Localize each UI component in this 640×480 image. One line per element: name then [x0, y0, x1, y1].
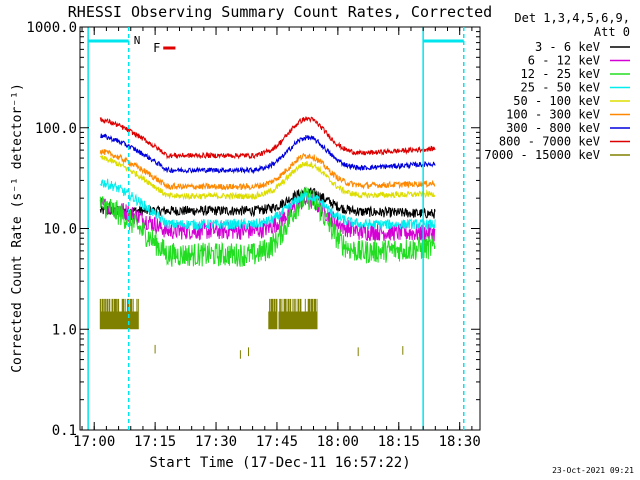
series-line [99, 154, 436, 201]
x-tick-label: 17:00 [73, 434, 115, 450]
x-tick-label: 17:45 [256, 434, 298, 450]
legend-label: 6 - 12 keV [528, 54, 600, 68]
legend-label: 3 - 6 keV [535, 40, 600, 54]
flare-flag-label: F [153, 41, 160, 55]
footer-timestamp: 23-Oct-2021 09:21 [552, 466, 634, 475]
legend-label: 100 - 300 keV [506, 108, 600, 122]
series-line [100, 133, 436, 175]
legend-label: 300 - 800 keV [506, 121, 600, 135]
x-tick-label: 17:15 [134, 434, 176, 450]
series-line [99, 116, 436, 160]
y-tick-label: 1000.0 [26, 20, 77, 36]
y-tick-label: 10.0 [43, 222, 77, 238]
x-tick-label: 18:00 [317, 434, 359, 450]
series-line [100, 178, 436, 232]
y-tick-label: 0.1 [52, 423, 77, 439]
y-tick-label: 100.0 [35, 121, 77, 137]
x-axis-label: Start Time (17-Dec-11 16:57:22) [149, 455, 410, 471]
legend-header: Det 1,3,4,5,6,9, [514, 11, 630, 25]
x-tick-label: 18:30 [439, 434, 481, 450]
axes-layer: 17:00 17:15 17:30 17:45 18:00 18:15 18:30 0.1 1.… [26, 20, 480, 450]
series-line [99, 186, 436, 267]
y-tick-label: 1.0 [52, 322, 77, 338]
series-line [99, 298, 404, 359]
legend-label: 7000 - 15000 keV [484, 148, 600, 162]
legend-label: 25 - 50 keV [521, 81, 600, 95]
flag-layer: NF [87, 27, 465, 430]
x-tick-label: 17:30 [195, 434, 237, 450]
chart-title: RHESSI Observing Summary Count Rates, Co… [68, 3, 492, 21]
y-axis-label: Corrected Count Rate (s⁻¹ detector⁻¹) [10, 83, 25, 373]
series-line [99, 149, 436, 191]
legend-header: Att 0 [594, 25, 630, 39]
night-flag-label: N [134, 34, 141, 47]
series-layer [99, 116, 436, 359]
legend-label: 12 - 25 keV [521, 67, 600, 81]
legend-label: 50 - 100 keV [513, 94, 600, 108]
legend-label: 800 - 7000 keV [499, 135, 600, 149]
x-tick-label: 18:15 [378, 434, 420, 450]
